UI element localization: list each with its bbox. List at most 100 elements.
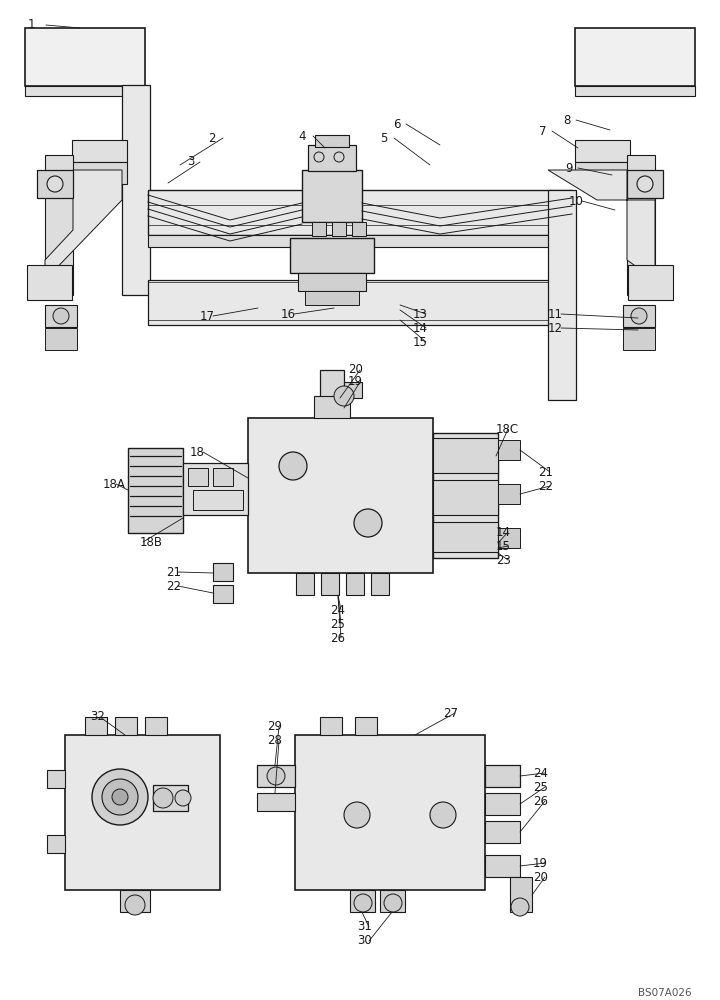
Text: 21: 21 [538,466,553,479]
Circle shape [102,779,138,815]
Text: 21: 21 [166,566,181,579]
Bar [485,821,520,843]
Circle shape [112,789,128,805]
Text: 24: 24 [533,767,548,780]
Bar [623,305,655,327]
Bar [148,190,572,235]
Circle shape [334,386,354,406]
Bar [332,222,346,236]
Text: 30: 30 [357,934,372,947]
Text: 15: 15 [496,540,511,553]
Bar [85,717,107,735]
Text: 22: 22 [166,580,181,593]
Text: 19: 19 [533,857,548,870]
Circle shape [511,898,529,916]
Text: 6: 6 [393,118,400,131]
Text: 23: 23 [496,554,511,567]
Text: 3: 3 [187,155,194,168]
Bar [320,370,344,398]
Bar [257,793,295,811]
Bar [72,140,127,162]
Bar [193,490,243,510]
Bar [575,28,695,86]
Circle shape [430,802,456,828]
Bar [498,484,520,504]
Circle shape [354,894,372,912]
Text: 8: 8 [563,114,570,127]
Text: 9: 9 [565,162,572,175]
Bar [433,438,498,473]
Text: 18B: 18B [140,536,163,549]
Bar [145,717,167,735]
Circle shape [279,452,307,480]
Circle shape [384,894,402,912]
Circle shape [344,802,370,828]
Text: 17: 17 [200,310,215,323]
Text: 31: 31 [357,920,372,933]
Bar [295,735,485,890]
Bar [72,162,127,184]
Bar [498,440,520,460]
Circle shape [637,176,653,192]
Text: 12: 12 [548,322,563,335]
Bar [153,785,188,811]
Circle shape [53,308,69,324]
Bar [498,528,520,548]
Bar [290,238,374,273]
Bar [380,890,405,912]
Text: 22: 22 [538,480,553,493]
Bar [45,155,73,295]
Bar [148,280,572,325]
Bar [575,86,695,96]
Bar [355,717,377,735]
Text: 25: 25 [330,618,345,631]
Text: 14: 14 [413,322,428,335]
Circle shape [47,176,63,192]
Bar [148,235,572,247]
Bar [627,155,655,295]
Circle shape [125,895,145,915]
Text: BS07A026: BS07A026 [639,988,692,998]
Text: 29: 29 [267,720,282,733]
Bar [37,170,73,198]
Bar [575,140,630,162]
Circle shape [631,308,647,324]
Text: 18A: 18A [103,478,126,491]
Bar [45,305,77,327]
Text: 10: 10 [569,195,584,208]
Bar [188,468,208,486]
Bar [433,480,498,515]
Circle shape [267,767,285,785]
Bar [302,170,362,222]
Bar [433,433,498,558]
Bar [122,85,150,295]
Bar [352,222,366,236]
Bar [485,765,520,787]
Text: 15: 15 [413,336,428,349]
Bar [371,573,389,595]
Polygon shape [548,170,655,280]
Bar [115,717,137,735]
Text: 28: 28 [267,734,282,747]
Bar [485,855,520,877]
Text: 2: 2 [208,132,215,145]
Bar [27,265,72,300]
Bar [213,585,233,603]
Bar [350,890,375,912]
Text: 26: 26 [533,795,548,808]
Bar [248,418,433,573]
Text: 1: 1 [28,18,35,31]
Bar [627,170,663,198]
Bar [320,717,342,735]
Text: 32: 32 [90,710,105,723]
Polygon shape [45,170,122,280]
Circle shape [92,769,148,825]
Bar [296,573,314,595]
Text: 27: 27 [443,707,458,720]
Bar [25,28,145,86]
Bar [45,328,77,350]
Bar [213,468,233,486]
Text: 20: 20 [348,363,363,376]
Bar [298,273,366,291]
Circle shape [175,790,191,806]
